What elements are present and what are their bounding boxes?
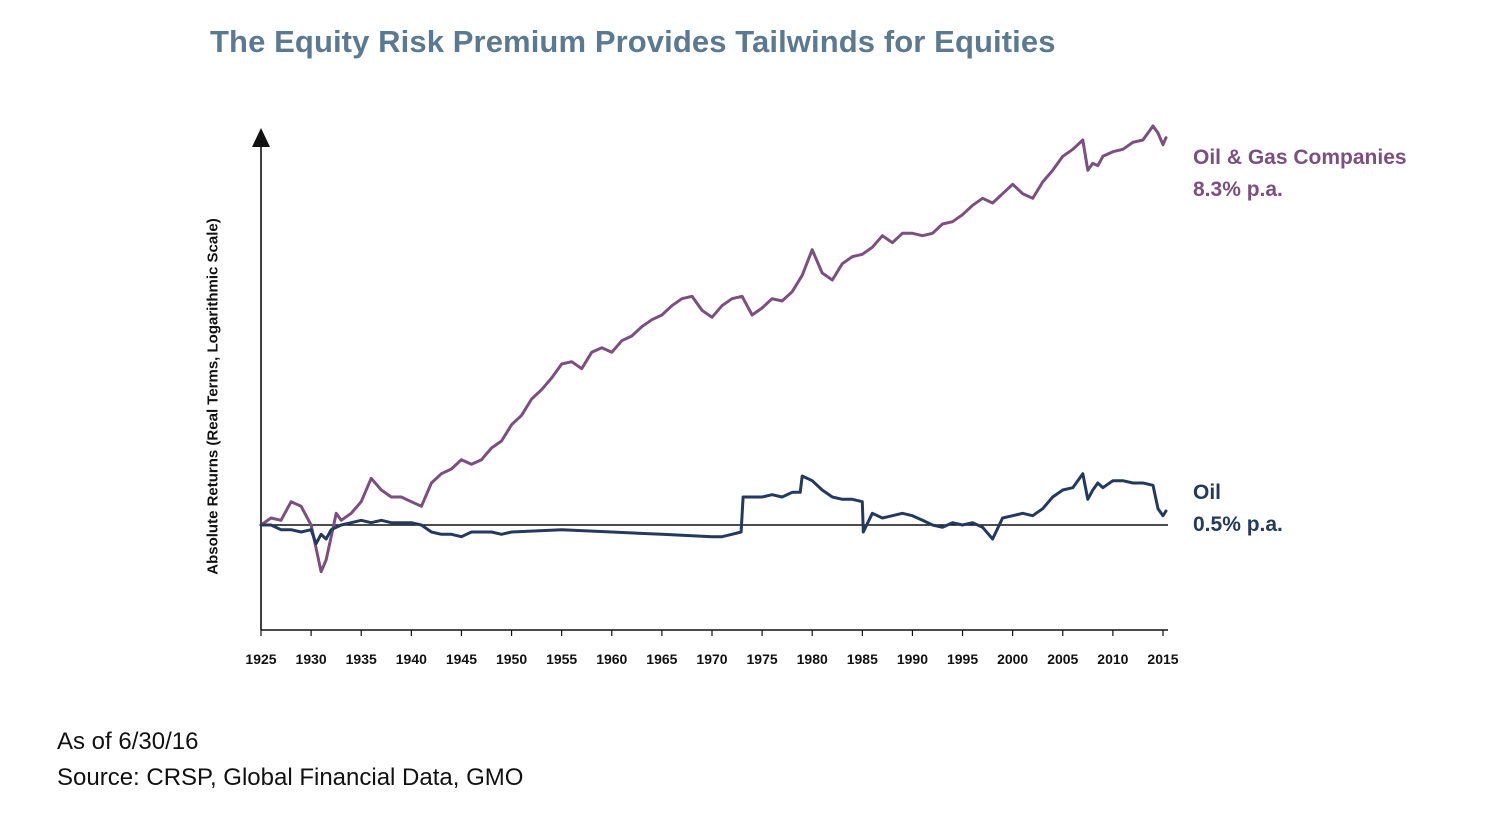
series-line-oil-gas (259, 124, 1168, 574)
x-tick-label: 1980 (797, 651, 828, 667)
x-tick-label: 1970 (696, 651, 727, 667)
series-annotation-oil-gas: 8.3% p.a. (1193, 178, 1283, 201)
series-line-oil (259, 472, 1168, 546)
x-tick-label: 2005 (1047, 651, 1078, 667)
series-annotation-oil: 0.5% p.a. (1193, 513, 1283, 536)
x-tick-label: 1930 (296, 651, 327, 667)
x-tick-label: 1950 (496, 651, 527, 667)
series-name-oil-gas: Oil & Gas Companies (1193, 146, 1407, 169)
x-tick-label: 1975 (747, 651, 778, 667)
as-of-note: As of 6/30/16 (57, 728, 199, 755)
x-tick-label: 1945 (446, 651, 477, 667)
series-label-oil-gas: Oil & Gas Companies 8.3% p.a. (1193, 142, 1407, 206)
series-name-oil: Oil (1193, 481, 1222, 504)
chart-title: The Equity Risk Premium Provides Tailwin… (210, 24, 1056, 59)
x-tick-label: 1935 (346, 651, 377, 667)
x-tick-label: 1960 (596, 651, 627, 667)
x-tick-label: 1925 (245, 651, 276, 667)
series-label-oil: Oil 0.5% p.a. (1193, 477, 1283, 541)
chart-series (259, 124, 1168, 574)
chart-axes: 1925 1930 1935 1940 1945 1950 1955 1960 1965 1970… (245, 128, 1179, 667)
x-tick-label: 1990 (897, 651, 928, 667)
y-axis-arrow-icon (252, 128, 270, 147)
x-tick-label: 2015 (1147, 651, 1178, 667)
x-tick-label: 1940 (396, 651, 427, 667)
source-note: Source: CRSP, Global Financial Data, GMO (57, 764, 524, 791)
x-tick-label: 1955 (546, 651, 577, 667)
x-tick-label: 1965 (646, 651, 677, 667)
x-tick-label: 1985 (847, 651, 878, 667)
chart-footer: As of 6/30/16 Source: CRSP, Global Finan… (57, 724, 523, 796)
x-tick-label: 2000 (997, 651, 1028, 667)
x-tick-label: 2010 (1097, 651, 1128, 667)
x-tick-label: 1995 (947, 651, 978, 667)
